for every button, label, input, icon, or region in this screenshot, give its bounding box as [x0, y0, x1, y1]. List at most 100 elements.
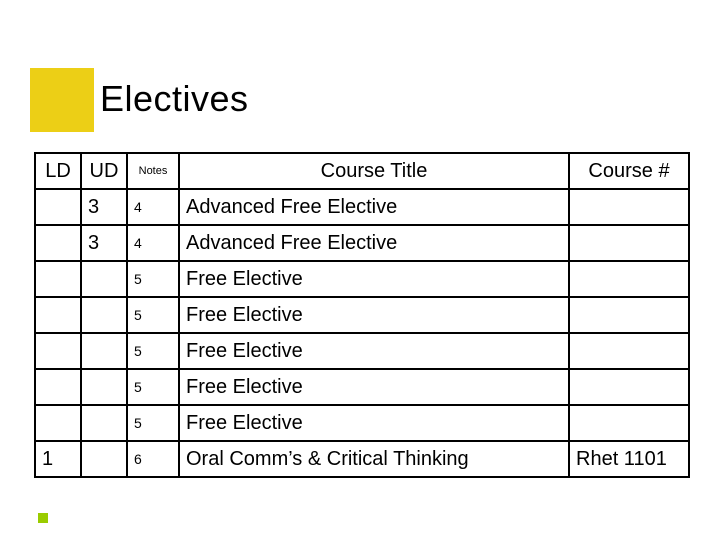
cell-notes: 5: [127, 261, 179, 297]
cell-coursenum: [569, 333, 689, 369]
cell-notes: 6: [127, 441, 179, 477]
cell-title-text: Free Elective: [180, 336, 568, 367]
cell-notes-text: 5: [128, 303, 178, 327]
cell-title-text: Oral Comm’s & Critical Thinking: [180, 444, 568, 475]
cell-coursenum: [569, 405, 689, 441]
cell-title-text: Advanced Free Elective: [180, 228, 568, 259]
cell-title: Advanced Free Elective: [179, 225, 569, 261]
header-course-num-text: Course #: [570, 156, 688, 187]
cell-title-text: Free Elective: [180, 300, 568, 331]
cell-title: Free Elective: [179, 369, 569, 405]
cell-title-text: Free Elective: [180, 372, 568, 403]
table-row: 34Advanced Free Elective: [35, 189, 689, 225]
cell-ud-text: [82, 311, 126, 319]
cell-coursenum-text: [570, 419, 688, 427]
cell-ud-text: 3: [82, 228, 126, 259]
header-notes-text: Notes: [128, 161, 178, 181]
footer-bullet-icon: [38, 513, 48, 523]
page-title: Electives: [100, 78, 249, 120]
cell-notes: 4: [127, 189, 179, 225]
cell-notes-text: 4: [128, 195, 178, 219]
cell-title: Free Elective: [179, 333, 569, 369]
cell-title: Free Elective: [179, 405, 569, 441]
cell-ld: [35, 405, 81, 441]
cell-ld: [35, 261, 81, 297]
cell-coursenum: [569, 225, 689, 261]
cell-ld-text: [36, 347, 80, 355]
cell-coursenum-text: [570, 311, 688, 319]
header-ld-text: LD: [36, 156, 80, 187]
header-course-title: Course Title: [179, 153, 569, 189]
cell-coursenum-text: [570, 347, 688, 355]
cell-notes-text: 5: [128, 375, 178, 399]
table-row: 5Free Elective: [35, 405, 689, 441]
cell-ld: [35, 189, 81, 225]
header-ud: UD: [81, 153, 127, 189]
cell-coursenum-text: [570, 203, 688, 211]
cell-coursenum: [569, 297, 689, 333]
table-row: 5Free Elective: [35, 333, 689, 369]
cell-ld-text: [36, 419, 80, 427]
cell-notes: 5: [127, 297, 179, 333]
cell-notes-text: 4: [128, 231, 178, 255]
cell-ud: [81, 333, 127, 369]
cell-ud: 3: [81, 225, 127, 261]
cell-ud-text: 3: [82, 192, 126, 223]
cell-ld: 1: [35, 441, 81, 477]
cell-ud: [81, 261, 127, 297]
cell-ld: [35, 225, 81, 261]
cell-title: Advanced Free Elective: [179, 189, 569, 225]
header-ud-text: UD: [82, 156, 126, 187]
cell-ld-text: 1: [36, 444, 80, 475]
cell-coursenum: [569, 369, 689, 405]
cell-ld-text: [36, 275, 80, 283]
cell-notes-text: 5: [128, 339, 178, 363]
cell-ld: [35, 297, 81, 333]
header-notes: Notes: [127, 153, 179, 189]
electives-table: LD UD Notes Course Title Course # 34Adva…: [34, 152, 690, 478]
cell-ld-text: [36, 239, 80, 247]
header-course-num: Course #: [569, 153, 689, 189]
cell-coursenum-text: [570, 275, 688, 283]
cell-title-text: Free Elective: [180, 408, 568, 439]
cell-notes-text: 5: [128, 411, 178, 435]
header-ld: LD: [35, 153, 81, 189]
cell-ud: 3: [81, 189, 127, 225]
table-body: 34Advanced Free Elective34Advanced Free …: [35, 189, 689, 477]
cell-ud-text: [82, 455, 126, 463]
accent-block: [30, 68, 94, 132]
cell-notes-text: 6: [128, 447, 178, 471]
cell-title: Free Elective: [179, 261, 569, 297]
header-course-title-text: Course Title: [180, 156, 568, 187]
cell-coursenum: Rhet 1101: [569, 441, 689, 477]
cell-notes: 4: [127, 225, 179, 261]
cell-coursenum: [569, 261, 689, 297]
cell-coursenum: [569, 189, 689, 225]
cell-ud-text: [82, 275, 126, 283]
slide: Electives LD UD Notes Course Title Cours…: [0, 0, 720, 540]
cell-ud: [81, 405, 127, 441]
cell-ud: [81, 297, 127, 333]
cell-ud: [81, 441, 127, 477]
cell-title: Free Elective: [179, 297, 569, 333]
cell-notes: 5: [127, 369, 179, 405]
cell-title-text: Free Elective: [180, 264, 568, 295]
cell-notes-text: 5: [128, 267, 178, 291]
table-row: 5Free Elective: [35, 261, 689, 297]
cell-ld-text: [36, 383, 80, 391]
table-row: 1 6Oral Comm’s & Critical ThinkingRhet 11…: [35, 441, 689, 477]
cell-title: Oral Comm’s & Critical Thinking: [179, 441, 569, 477]
cell-coursenum-text: [570, 383, 688, 391]
cell-title-text: Advanced Free Elective: [180, 192, 568, 223]
table-row: 34Advanced Free Elective: [35, 225, 689, 261]
cell-ld-text: [36, 311, 80, 319]
cell-coursenum-text: Rhet 1101: [570, 444, 688, 475]
cell-ud: [81, 369, 127, 405]
cell-ud-text: [82, 419, 126, 427]
cell-notes: 5: [127, 333, 179, 369]
table-header-row: LD UD Notes Course Title Course #: [35, 153, 689, 189]
cell-ld: [35, 333, 81, 369]
cell-ud-text: [82, 383, 126, 391]
table-row: 5Free Elective: [35, 297, 689, 333]
cell-ud-text: [82, 347, 126, 355]
